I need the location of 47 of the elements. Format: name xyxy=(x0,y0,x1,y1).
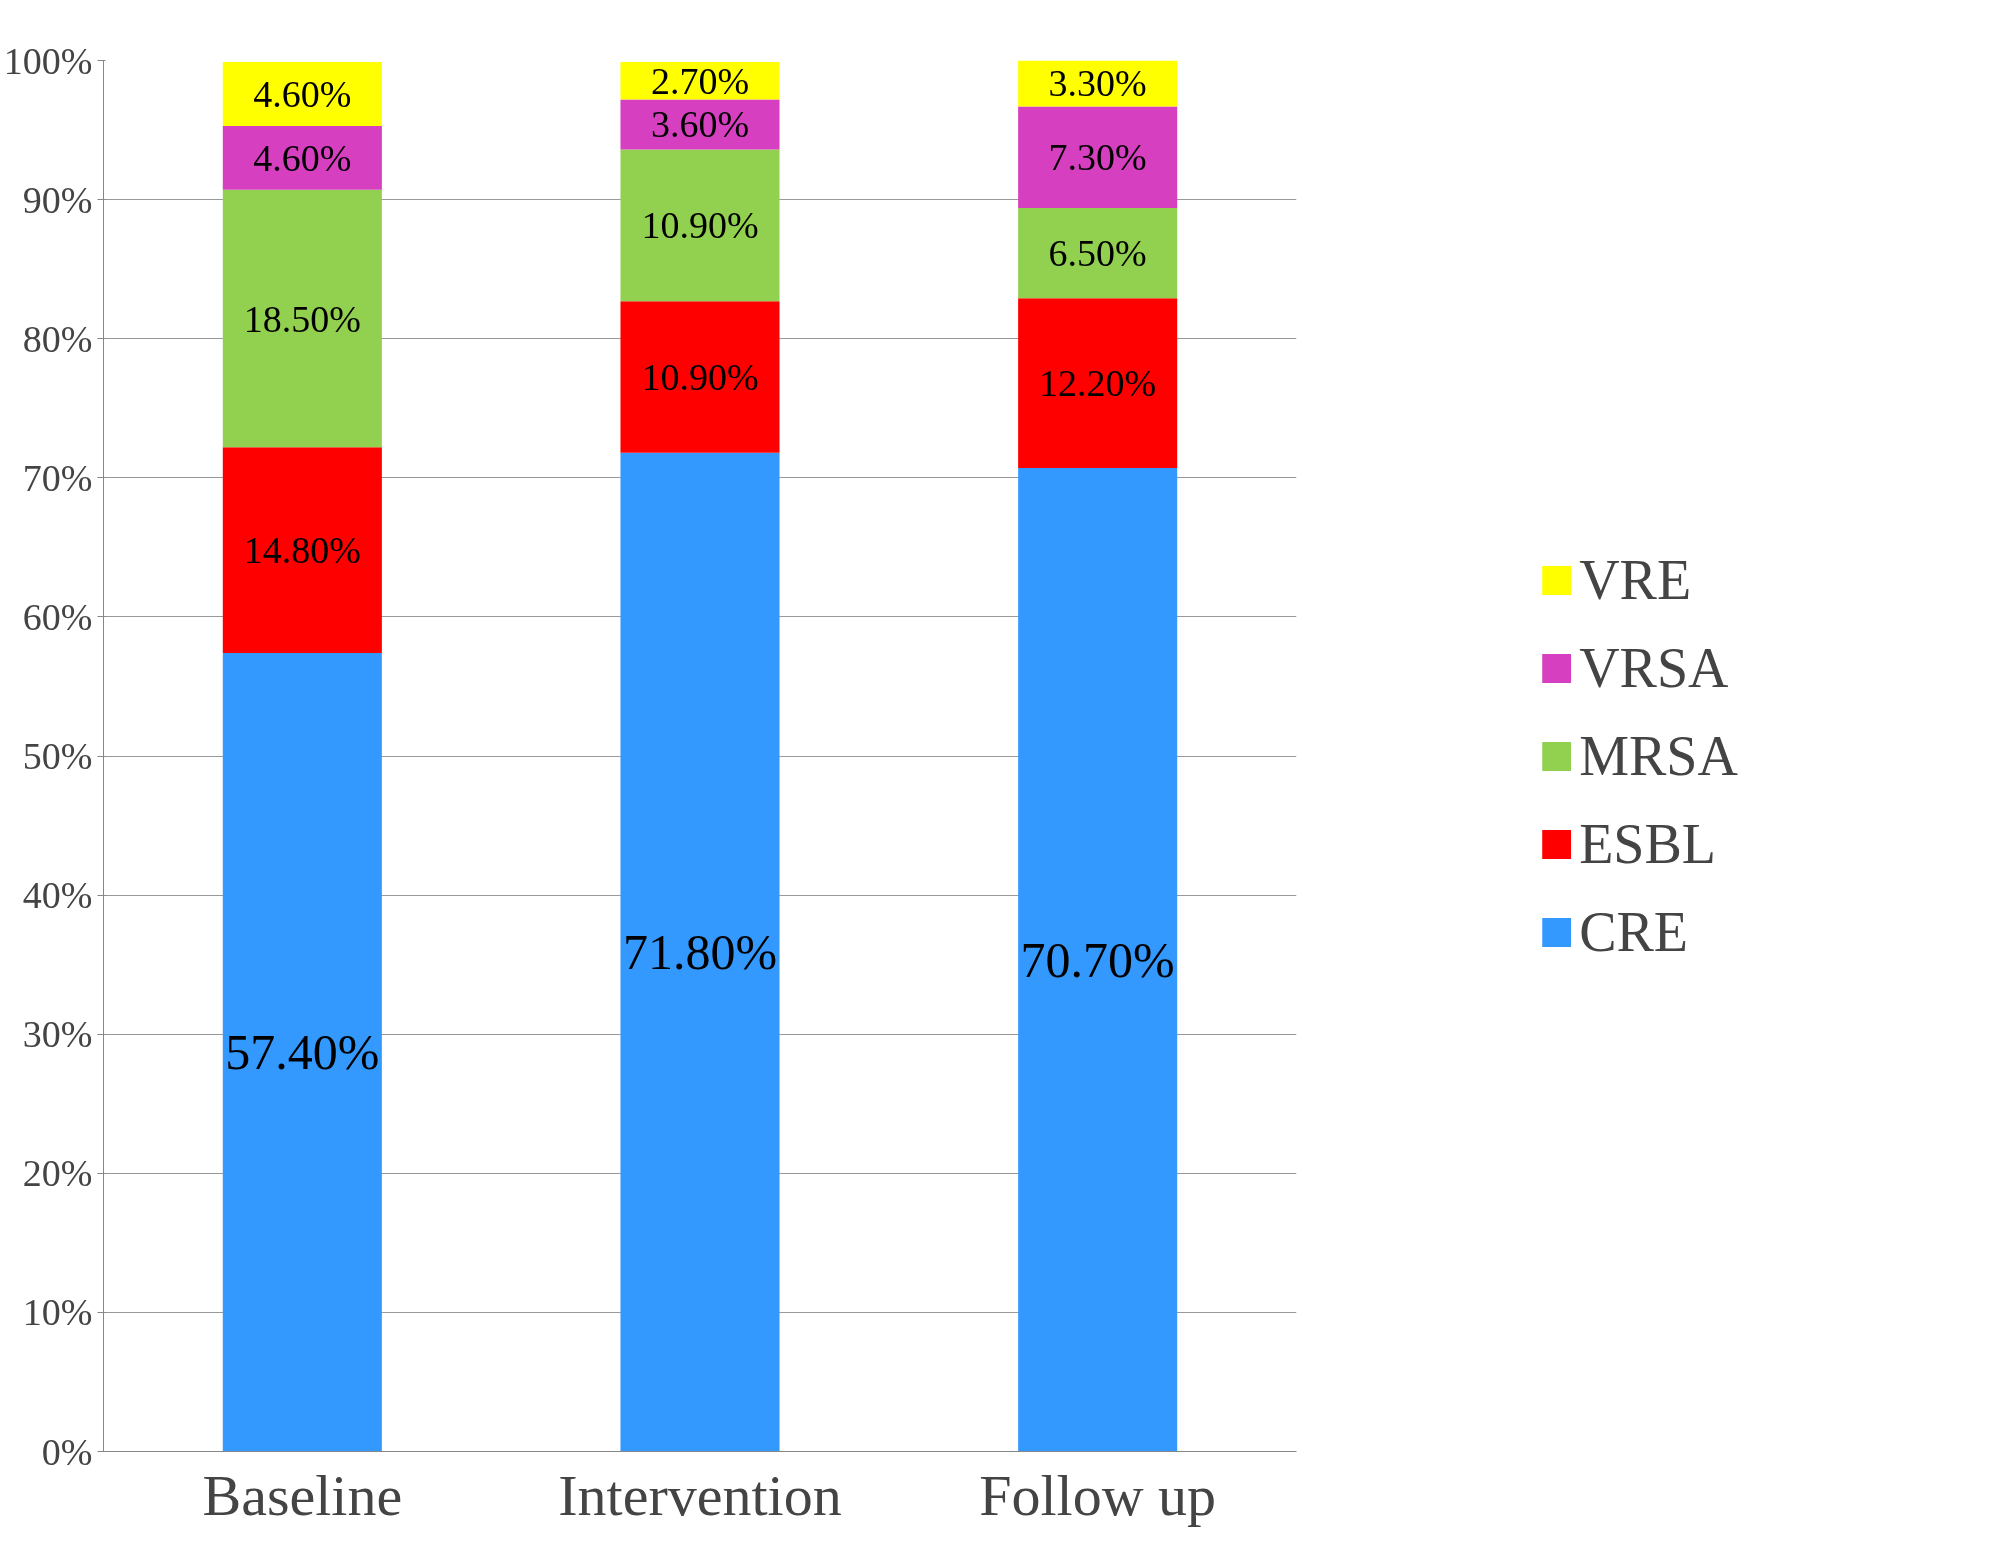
legend-label: CRE xyxy=(1579,899,1689,964)
data-label: 57.40% xyxy=(225,1024,380,1081)
x-tick-label: Follow up xyxy=(979,1462,1217,1528)
data-label: 6.50% xyxy=(1048,232,1147,275)
bar xyxy=(620,149,780,302)
data-label: 4.60% xyxy=(253,72,352,115)
y-tick-label: 100% xyxy=(3,39,93,82)
bar xyxy=(620,452,780,1452)
legend-label: VRE xyxy=(1579,547,1692,612)
data-label: 18.50% xyxy=(243,297,361,340)
data-label: 71.80% xyxy=(622,924,778,981)
bar xyxy=(1018,207,1178,299)
bar xyxy=(222,447,382,654)
legend-label: ESBL xyxy=(1579,811,1717,876)
y-tick-label: 20% xyxy=(22,1152,93,1195)
data-label: 14.80% xyxy=(243,529,361,572)
bar xyxy=(222,189,382,448)
x-tick-label: Baseline xyxy=(202,1462,403,1528)
bar xyxy=(222,125,382,190)
bar xyxy=(222,653,382,1452)
bar xyxy=(620,99,780,150)
bar xyxy=(222,61,382,126)
data-label: 3.60% xyxy=(650,103,750,146)
data-label: 7.30% xyxy=(1048,136,1147,179)
legend-label: MRSA xyxy=(1579,723,1738,788)
y-tick-label: 50% xyxy=(22,735,93,777)
bar xyxy=(1018,298,1178,469)
bar xyxy=(1018,106,1178,208)
y-tick-label: 70% xyxy=(22,456,93,499)
y-tick-label: 30% xyxy=(22,1013,93,1056)
y-tick-label: 40% xyxy=(22,874,93,917)
data-label: 3.30% xyxy=(1048,62,1147,105)
y-tick-label: 0% xyxy=(41,1430,93,1473)
y-tick-label: 90% xyxy=(22,178,93,221)
data-label: 12.20% xyxy=(1039,362,1157,405)
y-tick-label: 10% xyxy=(22,1291,93,1334)
legend-label: VRSA xyxy=(1579,635,1729,700)
bar xyxy=(620,301,780,453)
data-label: 10.90% xyxy=(641,204,759,247)
bar xyxy=(1018,468,1178,1452)
y-tick-label: 60% xyxy=(22,595,93,638)
data-label: 2.70% xyxy=(650,59,750,102)
data-label: 70.70% xyxy=(1020,931,1175,988)
x-tick-label: Intervention xyxy=(558,1462,842,1528)
y-tick-label: 80% xyxy=(22,317,93,360)
data-label: 10.90% xyxy=(641,355,759,398)
data-label: 4.60% xyxy=(253,136,352,179)
